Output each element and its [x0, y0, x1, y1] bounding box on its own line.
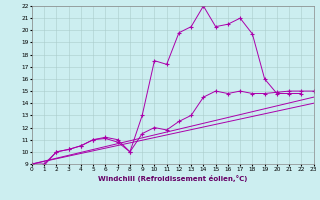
- X-axis label: Windchill (Refroidissement éolien,°C): Windchill (Refroidissement éolien,°C): [98, 175, 247, 182]
